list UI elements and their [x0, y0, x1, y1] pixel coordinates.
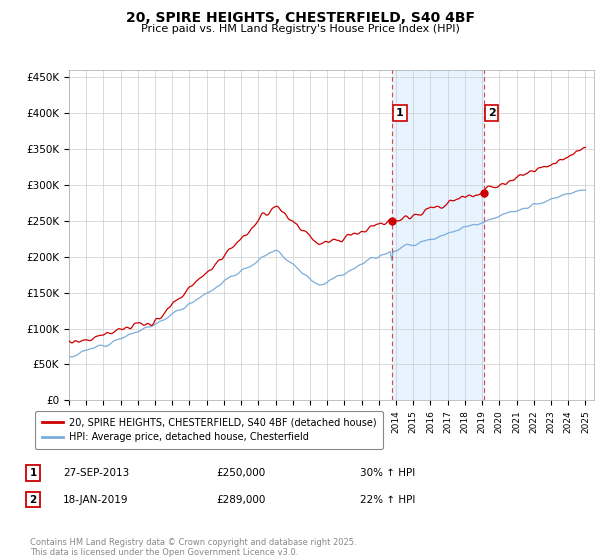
Text: 20, SPIRE HEIGHTS, CHESTERFIELD, S40 4BF: 20, SPIRE HEIGHTS, CHESTERFIELD, S40 4BF: [125, 11, 475, 25]
Text: Contains HM Land Registry data © Crown copyright and database right 2025.
This d: Contains HM Land Registry data © Crown c…: [30, 538, 356, 557]
Text: 2: 2: [488, 108, 496, 118]
Text: £250,000: £250,000: [216, 468, 265, 478]
Text: 30% ↑ HPI: 30% ↑ HPI: [360, 468, 415, 478]
Text: 2: 2: [29, 494, 37, 505]
Legend: 20, SPIRE HEIGHTS, CHESTERFIELD, S40 4BF (detached house), HPI: Average price, d: 20, SPIRE HEIGHTS, CHESTERFIELD, S40 4BF…: [35, 410, 383, 449]
Text: £289,000: £289,000: [216, 494, 265, 505]
Text: 18-JAN-2019: 18-JAN-2019: [63, 494, 128, 505]
Bar: [392, 70, 484, 400]
Text: 22% ↑ HPI: 22% ↑ HPI: [360, 494, 415, 505]
Text: 1: 1: [29, 468, 37, 478]
Text: 27-SEP-2013: 27-SEP-2013: [63, 468, 129, 478]
Text: 1: 1: [396, 108, 404, 118]
Text: Price paid vs. HM Land Registry's House Price Index (HPI): Price paid vs. HM Land Registry's House …: [140, 24, 460, 34]
